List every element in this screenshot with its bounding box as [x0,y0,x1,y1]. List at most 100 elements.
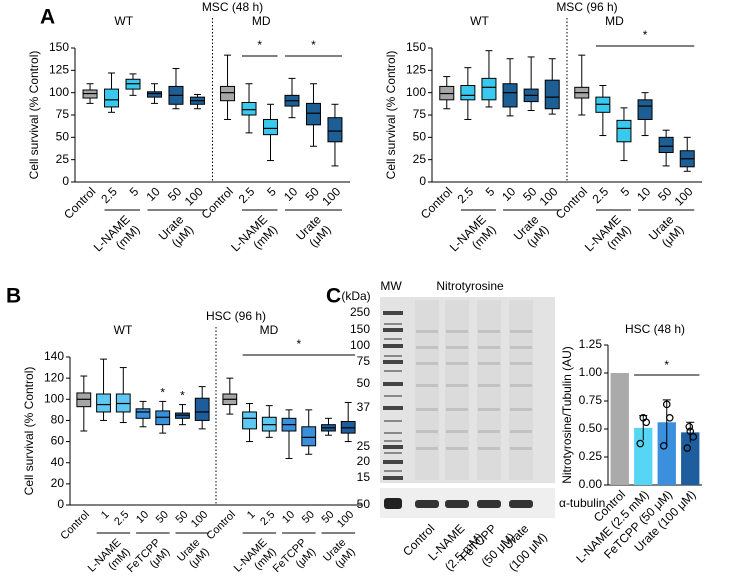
ladder-band [383,476,403,480]
x-tick-label: Control [58,509,92,543]
group-label: WT [114,323,133,337]
y-tick-label: 150 [406,40,426,54]
y-tick-label: 100 [44,391,64,405]
y-tick-label: 0 [419,174,426,188]
y-tick-label: 0 [62,174,69,188]
lane-band [446,330,468,333]
x-tick-label: 50 [300,509,317,526]
loading-control-label: α-tubulin [559,496,605,510]
lane-band [446,430,468,433]
lane [477,300,501,480]
y-axis-label: Cell survival (% Control) [22,367,36,496]
box [502,83,518,108]
box [220,85,236,102]
box [481,77,497,101]
y-tick-label: 0.00 [579,477,603,491]
box [194,397,210,421]
box [104,88,120,108]
box [327,117,343,143]
x-tick-label: 5 [618,184,633,199]
x-tick-label: 2.5 [455,184,477,206]
marker-label: 15 [357,470,371,484]
x-tick-label: 100 [537,184,561,208]
significance-star: * [257,38,262,52]
box [616,119,632,143]
y-tick-label: 25 [413,152,427,166]
y-tick-label: 50 [56,130,70,144]
x-tick-label: 2.5 [590,184,612,206]
box [544,79,560,110]
box [96,393,111,413]
ladder-band [383,382,403,386]
box [242,411,257,430]
group-label: WT [470,14,489,28]
box [637,99,653,120]
lane-band [416,384,438,387]
x-tick-label: 2.5 [236,184,258,206]
ladder-band [383,328,403,332]
x-tick-label: 2.5 [258,509,277,528]
y-tick-label: 75 [56,107,70,121]
x-tick-label: 50 [520,184,540,204]
ladder-band [384,420,402,422]
data-point [685,422,694,431]
data-point [636,439,645,448]
box [146,91,162,98]
x-tick-label: Control [61,184,98,221]
marker-label: 100 [350,338,370,352]
data-point [689,433,698,441]
ladder-band [383,406,403,410]
ladder-band [384,323,402,325]
y-tick-label: 1.00 [579,365,603,379]
tubulin-band [384,498,402,509]
x-tick-label: 5 [483,184,498,199]
y-tick-label: 0.25 [579,449,603,463]
y-tick-label: 50 [413,130,427,144]
data-point [659,441,668,450]
lane-band [478,384,500,387]
y-axis-label: Nitrotyrosine/Tubulin (AU) [560,346,574,484]
lane-band [416,447,438,450]
y-tick-label: 75 [413,107,427,121]
ladder-band [384,338,402,340]
lane-band [510,330,532,333]
lane-band [478,447,500,450]
ladder-band [383,311,403,315]
lane-band [510,346,532,349]
box [305,102,321,126]
lane-band [510,362,532,365]
y-tick-label: 120 [44,370,64,384]
box [241,101,257,116]
y-tick-label: 40 [51,455,65,469]
y-tick-label: 0.50 [579,421,603,435]
ladder-band [383,445,403,449]
ladder-band [384,452,402,454]
data-point [683,444,692,452]
tubulin-band [415,500,439,508]
tubulin-band [477,500,501,508]
x-tick-label: 50 [319,509,336,526]
x-tick-label: 1 [99,509,112,522]
y-tick-label: 150 [49,40,69,54]
x-tick-label: Control [418,184,455,221]
lane-band [510,384,532,387]
lane-band [416,408,438,411]
panel-label: A [40,6,55,29]
x-tick-label: 100 [319,184,343,208]
significance-star: * [311,38,316,52]
data-point [665,413,674,422]
lane-band [510,447,532,450]
x-tick-label: 100 [182,184,206,208]
tubulin-band [445,500,469,508]
y-tick-label: 80 [51,413,65,427]
bar [634,427,653,485]
x-tick-label: 50 [655,184,675,204]
lane-band [446,447,468,450]
y-axis-label: Cell survival (% Control) [384,51,398,180]
lane-band [446,408,468,411]
y-tick-label: 140 [44,349,64,363]
bar [610,373,629,485]
lane-band [478,330,500,333]
box [301,426,317,447]
